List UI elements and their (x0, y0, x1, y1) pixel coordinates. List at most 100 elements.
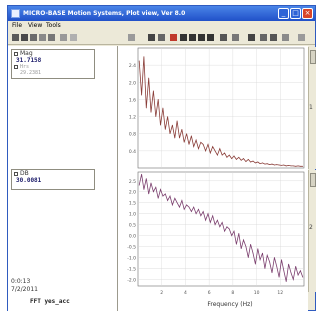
bottom-y-tick-label: -1.5 (127, 266, 136, 272)
layout4-icon[interactable] (207, 34, 214, 41)
minimize-button[interactable]: _ (278, 8, 289, 19)
series3-value: 30.0081 (16, 177, 42, 184)
bottom-data-point (164, 193, 166, 195)
cut-icon[interactable] (148, 34, 155, 41)
top-data-point (212, 146, 214, 147)
side-label-bottom: 2 (309, 224, 313, 231)
top-data-point (231, 158, 233, 159)
bottom-data-point (288, 263, 289, 265)
maximize-button[interactable]: □ (290, 8, 301, 19)
top-data-point (143, 56, 145, 57)
marker-icon[interactable] (270, 34, 277, 41)
layout1-icon[interactable] (180, 34, 187, 41)
axis-icon[interactable] (48, 34, 55, 41)
series3-checkbox[interactable] (14, 172, 18, 176)
bottom-data-point (262, 252, 263, 254)
bottom-data-point (269, 261, 270, 263)
status-time: 0:0:13 (11, 278, 31, 285)
series1-value: 31.7158 (16, 57, 42, 64)
top-data-point (255, 162, 256, 164)
print-icon[interactable] (128, 34, 135, 41)
undo-icon[interactable] (282, 34, 289, 41)
status-date: 7/2/2011 (11, 286, 38, 293)
grid-icon[interactable] (39, 34, 46, 41)
top-y-tick-label: 1.2 (129, 115, 136, 121)
top-data-point (238, 156, 240, 158)
top-data-point (195, 139, 197, 141)
copy-icon[interactable] (158, 34, 165, 41)
top-data-point (202, 144, 204, 145)
top-data-point (188, 144, 190, 145)
top-data-point (269, 164, 270, 165)
bottom-data-point (297, 274, 299, 276)
top-plot-frame (137, 47, 305, 169)
play-icon[interactable] (248, 34, 255, 41)
settings-icon[interactable] (220, 34, 227, 41)
bottom-data-point (209, 222, 211, 223)
top-data-point (274, 164, 275, 166)
bottom-data-point (179, 206, 180, 208)
bottom-y-tick-label: 2.5 (129, 179, 136, 185)
zoom-icon[interactable] (60, 34, 67, 41)
top-data-point (290, 165, 292, 167)
bottom-data-point (219, 226, 221, 228)
app-window: MICRO-BASE Motion Systems, Plot view, Ve… (7, 5, 316, 311)
menu-tools[interactable]: Tools (46, 22, 61, 29)
bottom-data-point (247, 257, 249, 258)
series1-checkbox[interactable] (14, 52, 18, 56)
export-icon[interactable] (232, 34, 239, 41)
x-tick-label: 4 (184, 290, 187, 296)
help-icon[interactable] (298, 34, 305, 41)
top-data-point (209, 152, 211, 154)
bottom-y-tick-label: -1.0 (127, 256, 136, 262)
menu-bar: File View Tools (8, 21, 315, 31)
menu-file[interactable]: File (12, 22, 23, 29)
top-data-point (283, 164, 285, 166)
bottom-data-point (176, 202, 178, 204)
open-icon[interactable] (21, 34, 28, 41)
bottom-data-point (240, 248, 242, 250)
scrollbar-bottom[interactable] (308, 170, 316, 292)
bottom-data-point (186, 204, 187, 206)
x-axis: 2 4 6 8 10 12 (160, 290, 283, 296)
bottom-data-point (233, 230, 235, 232)
bottom-data-point (169, 195, 171, 197)
top-data-point (198, 148, 199, 150)
scrollbar-top-thumb[interactable] (310, 50, 316, 64)
save-icon[interactable] (30, 34, 37, 41)
bottom-data-point (141, 173, 142, 175)
plot-area: 2.4 2.0 1.6 1.2 0.8 0.4 2.5 2.0 1.5 1.0 0.5 0.0 -0.… (118, 46, 308, 311)
top-data-point (278, 164, 280, 166)
new-icon[interactable] (12, 34, 19, 41)
bottom-data-point (259, 259, 261, 261)
top-data-point (236, 159, 237, 160)
bottom-data-point (191, 211, 192, 212)
top-data-point (169, 133, 171, 135)
cursor-icon[interactable] (70, 34, 77, 41)
top-data-point (181, 129, 183, 130)
layout2-icon[interactable] (189, 34, 196, 41)
step-icon[interactable] (260, 34, 267, 41)
top-data-point (193, 146, 195, 147)
top-data-point (191, 135, 192, 137)
menu-view[interactable]: View (28, 22, 43, 29)
layout3-icon[interactable] (198, 34, 205, 41)
bottom-data-point (167, 200, 168, 201)
legend-top: Mag 31.7158 Hrs 29.2381 (11, 49, 95, 79)
x-tick-label: 12 (277, 290, 283, 296)
top-data-point (174, 137, 176, 139)
scrollbar-top[interactable] (308, 47, 316, 169)
bottom-data-point (198, 208, 199, 210)
x-axis-label: Frequency (Hz) (207, 301, 252, 308)
chart-icon[interactable] (170, 34, 177, 41)
top-data-point (160, 124, 161, 126)
series2-checkbox[interactable] (14, 65, 18, 69)
scrollbar-bottom-thumb[interactable] (310, 173, 316, 187)
top-data-point (157, 99, 159, 100)
bottom-data-point (183, 208, 185, 210)
top-data-point (162, 107, 164, 109)
bottom-data-point (157, 197, 159, 199)
top-data-point (221, 154, 223, 156)
close-button[interactable]: × (302, 8, 313, 19)
top-data-point (240, 159, 242, 161)
